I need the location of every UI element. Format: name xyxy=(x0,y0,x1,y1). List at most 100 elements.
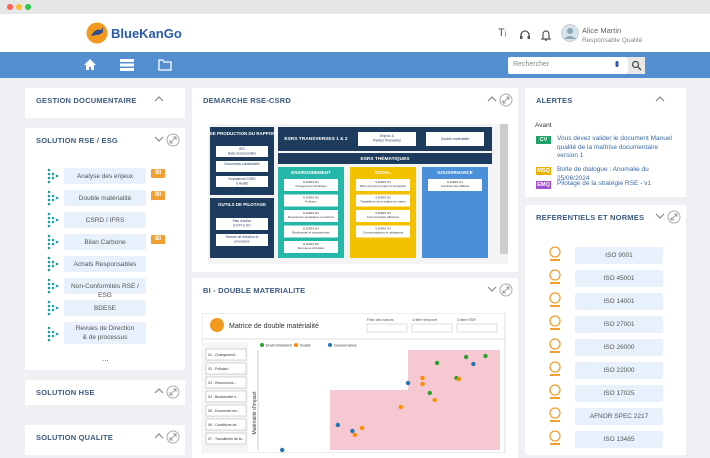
panel-tools[interactable] xyxy=(151,430,181,444)
norm-label: ISO 13485 xyxy=(603,436,635,443)
menu-item[interactable]: Non-Conformités RSE / ESG xyxy=(64,278,146,299)
norm-label: ISO 17025 xyxy=(603,390,635,397)
search-button[interactable] xyxy=(628,57,645,74)
logo-icon xyxy=(86,22,108,44)
filter-dropdown xyxy=(456,323,498,333)
norm-item[interactable]: ISO 14001 xyxy=(575,293,663,310)
norm-item[interactable]: ISO 22000 xyxy=(575,362,663,379)
user-name[interactable]: Alice Martin xyxy=(582,26,622,35)
panel-tools[interactable] xyxy=(652,210,682,224)
norm-item[interactable]: ISO 45001 xyxy=(575,270,663,287)
menu-item-label: Achats Responsables xyxy=(73,261,137,268)
text-size-icon[interactable]: Tᵢ xyxy=(498,27,507,39)
bi-badge[interactable]: BI xyxy=(151,235,165,244)
menu-item[interactable]: BDESE xyxy=(64,300,146,316)
diagram-text: E ESRS E3 Ressources aquatiques et marine… xyxy=(288,211,335,219)
topic-label: 06 - Conditions de... xyxy=(208,423,239,427)
norm-item[interactable]: ISO 17025 xyxy=(575,385,663,402)
panel-title: GESTION DOCUMENTAIRE xyxy=(36,96,137,105)
data-point xyxy=(335,422,341,428)
legend-dot xyxy=(328,343,332,347)
alert-tag[interactable]: MSQ xyxy=(536,167,551,175)
panel-title: BI - DOUBLE MATERIALITE xyxy=(203,286,306,295)
alert-text[interactable]: Boîte de dialogue : Anomalie du 25/06/20… xyxy=(557,166,649,182)
data-point xyxy=(405,380,411,386)
norm-icon xyxy=(549,338,561,353)
menu-item[interactable]: Double matérialité xyxy=(64,190,146,206)
home-icon[interactable] xyxy=(83,58,97,71)
menu-item[interactable]: Bilan Carbone xyxy=(64,234,146,250)
topic-label: 05 - Economie circ... xyxy=(208,409,240,413)
panel-tools[interactable] xyxy=(484,93,514,107)
data-point xyxy=(456,376,462,382)
diagram-text: OUTILS DE PRODUCTION DU RAPPORT CSRD xyxy=(208,131,293,136)
menu-item[interactable]: CSRD / IFRS xyxy=(64,212,146,228)
folder-icon[interactable] xyxy=(158,59,172,71)
mic-icon[interactable] xyxy=(614,61,620,70)
logo-text[interactable]: BlueKanGo xyxy=(111,26,182,41)
diagram-text: ENVIRONNEMENT xyxy=(291,170,331,175)
alert-tag[interactable]: EMQ xyxy=(536,181,551,189)
tool-box xyxy=(216,146,268,157)
avatar[interactable] xyxy=(561,24,579,42)
tool-box xyxy=(216,218,268,230)
chart-title: Matrice de double matérialité xyxy=(229,323,319,330)
panel-tools[interactable] xyxy=(484,283,514,297)
menu-item-label: Bilan Carbone xyxy=(84,239,126,246)
search-box[interactable]: Rechercher xyxy=(508,57,628,74)
tree-icon xyxy=(47,326,59,342)
more-indicator: ... xyxy=(102,354,109,363)
panel: REFERENTIELS ET NORMES ISO 9001 ISO 45001 I… xyxy=(525,205,686,455)
material-zone xyxy=(330,350,500,450)
norm-item[interactable]: ISO 9001 xyxy=(575,247,663,264)
legend-dot xyxy=(294,343,298,347)
menu-item-label: BDESE xyxy=(93,305,117,312)
diagram-text: OUTILS DE PILOTAGE xyxy=(218,202,266,207)
panel-tools[interactable] xyxy=(652,93,682,107)
legend-label: Social xyxy=(300,344,310,348)
data-point xyxy=(398,404,403,410)
panel-tools[interactable] xyxy=(151,133,181,147)
diagram-text: S ESRS S2 Travailleurs de la chaîne de va… xyxy=(360,196,406,204)
menu-item[interactable]: Analyse des enjeux xyxy=(64,168,146,184)
tree-icon xyxy=(47,190,59,206)
panel-title: DEMARCHE RSE-CSRD xyxy=(203,96,291,105)
norm-item[interactable]: ISO 27001 xyxy=(575,316,663,333)
menu-item[interactable]: Revues de Direction & de processus xyxy=(64,322,146,344)
menu-item[interactable]: Achats Responsables xyxy=(64,256,146,272)
alert-text[interactable]: Pilotage de la stratégie RSE - v1 xyxy=(557,180,651,187)
topic-item xyxy=(205,432,247,445)
norm-item[interactable]: AFNOR SPEC 2217 xyxy=(575,408,663,425)
menu-item-label: Non-Conformités RSE / ESG xyxy=(71,283,139,299)
panel-title: SOLUTION HSE xyxy=(36,388,95,397)
diagram-text: E ESRS E5 Economie circulaire xyxy=(298,242,325,250)
panel-tools[interactable] xyxy=(151,385,181,399)
headset-icon[interactable] xyxy=(519,29,531,41)
norm-item[interactable]: ISO 26000 xyxy=(575,339,663,356)
alerts-section: Avant xyxy=(535,122,552,129)
tree-icon xyxy=(47,212,59,228)
topic-item xyxy=(205,362,247,375)
panel-tools[interactable] xyxy=(151,93,181,107)
esrs-item xyxy=(428,179,482,191)
norm-item[interactable]: ISO 13485 xyxy=(575,431,663,448)
list-icon[interactable] xyxy=(120,59,134,71)
esrs-item xyxy=(356,225,410,238)
topic-label: 02 - Pollution xyxy=(208,367,228,371)
alert-tag[interactable]: CV xyxy=(536,136,551,144)
topic-label: 07 - Travailleurs de la... xyxy=(208,437,244,441)
norm-icon xyxy=(549,315,561,330)
tool-box xyxy=(216,161,268,172)
topic-item xyxy=(205,348,247,361)
tool-box xyxy=(358,132,416,146)
alert-text[interactable]: Vous devez valider le document Manuel qu… xyxy=(557,135,672,159)
bi-badge[interactable]: BI xyxy=(151,169,165,178)
diagram-text: E ESRS E2 Pollution xyxy=(303,196,319,204)
bell-icon[interactable] xyxy=(540,29,552,41)
panel-title: SOLUTION QUALITE xyxy=(36,433,113,442)
panel: GESTION DOCUMENTAIRE xyxy=(25,88,185,118)
data-point xyxy=(352,432,357,438)
data-point xyxy=(280,447,285,453)
scrollbar xyxy=(500,124,508,254)
bi-badge[interactable]: BI xyxy=(151,191,165,200)
